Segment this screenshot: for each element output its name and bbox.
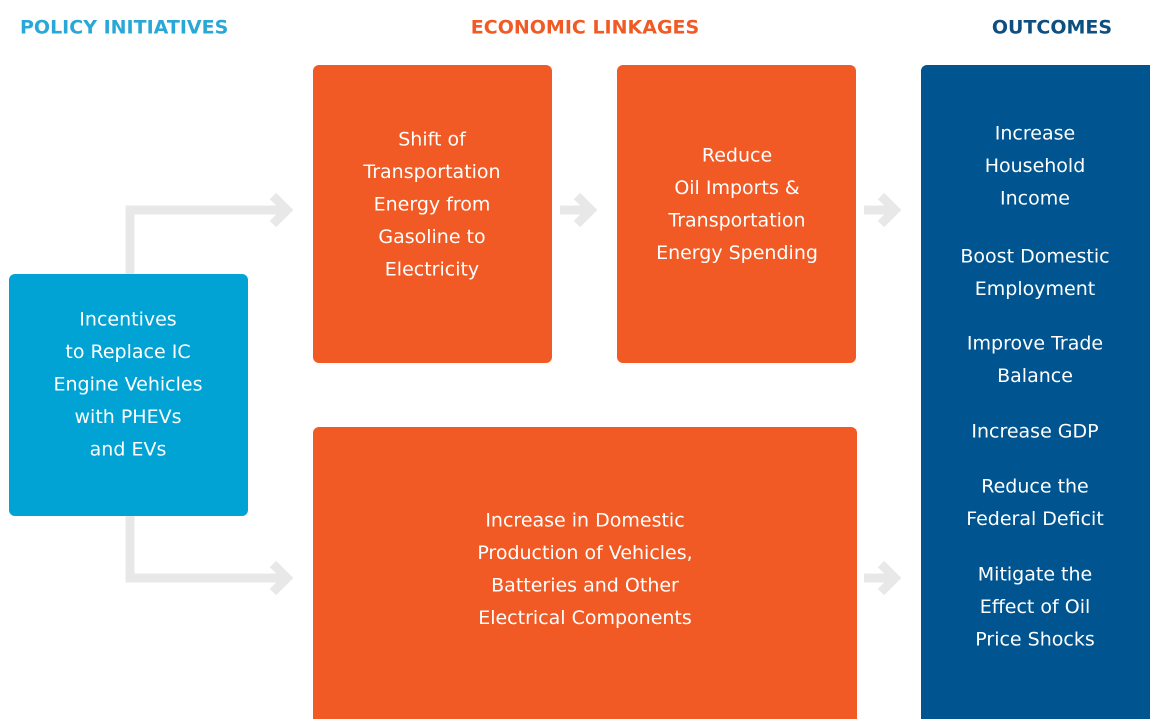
outcome-text: Balance <box>997 365 1073 387</box>
node-text: Production of Vehicles, <box>477 542 692 564</box>
node-text: Energy from <box>374 194 491 216</box>
outcomes-box <box>921 65 1150 719</box>
outcome-text: Effect of Oil <box>980 596 1091 618</box>
outcome-text: Increase <box>995 123 1075 145</box>
header-outcomes: OUTCOMES <box>992 17 1112 39</box>
node-text: Shift of <box>398 129 467 151</box>
node-text: Batteries and Other <box>491 575 679 597</box>
connector <box>125 205 282 274</box>
node-text: Transportation <box>667 210 805 232</box>
arrow-head <box>269 560 294 596</box>
outcome-text: Boost Domestic <box>960 246 1109 268</box>
linkage-box <box>617 65 856 363</box>
node-text: and EVs <box>90 439 167 461</box>
header-linkages: ECONOMIC LINKAGES <box>471 17 699 39</box>
node-text: Electrical Components <box>478 607 692 629</box>
node-text: Oil Imports & <box>674 177 800 199</box>
node-text: to Replace IC <box>65 341 190 363</box>
arrow-head <box>269 192 294 228</box>
node-text: with PHEVs <box>75 406 182 428</box>
header-policy: POLICY INITIATIVES <box>20 17 228 39</box>
arrow-head <box>877 560 902 596</box>
node-text: Energy Spending <box>656 242 818 264</box>
outcome-text: Increase GDP <box>971 421 1098 443</box>
outcome-text: Household <box>985 155 1086 177</box>
policy-box <box>9 274 248 516</box>
node-text: Gasoline to <box>378 226 485 248</box>
outcome-text: Price Shocks <box>975 629 1094 651</box>
linkage-box <box>313 427 857 719</box>
arrow-head <box>573 192 598 228</box>
connector <box>125 516 282 583</box>
node-text: Incentives <box>79 309 176 331</box>
linkage-box <box>313 65 552 363</box>
node-text: Increase in Domestic <box>485 510 684 532</box>
outcome-text: Federal Deficit <box>966 508 1104 530</box>
outcome-text: Improve Trade <box>967 333 1103 355</box>
outcome-text: Mitigate the <box>978 564 1092 586</box>
node-text: Reduce <box>702 145 772 167</box>
outcome-text: Employment <box>975 278 1095 300</box>
outcome-text: Income <box>1000 188 1070 210</box>
arrow-head <box>877 192 902 228</box>
node-text: Engine Vehicles <box>53 374 202 396</box>
node-text: Electricity <box>385 259 479 281</box>
outcome-text: Reduce the <box>981 476 1089 498</box>
node-text: Transportation <box>362 161 500 183</box>
